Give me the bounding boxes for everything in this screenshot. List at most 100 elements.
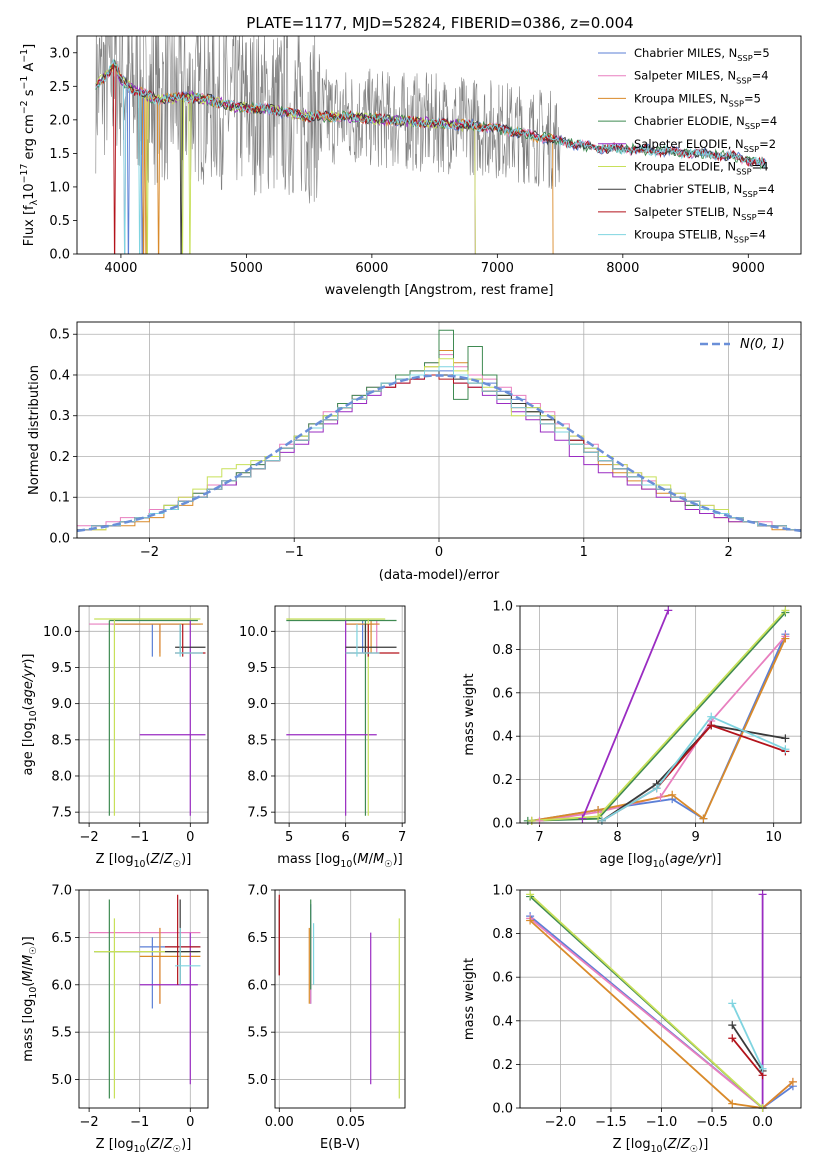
y-tick-label: 0.0 [49,532,70,547]
y-tick-label: 9.0 [51,697,72,712]
label-fragment: SSP [734,235,749,245]
y-tick-label: 8.5 [247,733,268,748]
plot-area [89,894,201,1099]
x-tick-label: −2.0 [545,1115,577,1130]
y-tick-label: 5.5 [247,1026,268,1041]
weight-line [731,1037,764,1076]
panel-age-vs-z: −2 −1 07.58.08.59.09.510.0Z [log10(Z/Z☉)]a… [21,605,209,870]
y-tick-label: 1.0 [492,884,513,899]
x-tick-label: 6 [342,830,350,845]
x-tick-label: −2 [80,830,99,845]
y-tick-label: 5.5 [51,1026,72,1041]
y-tick-label: 2.0 [49,113,70,128]
y-tick-label: 7.5 [51,806,72,821]
label-fragment: M [357,852,368,867]
label-fragment: Z [150,1137,161,1152]
x-tick-label: −0.5 [696,1115,728,1130]
x-tick-label: 1 [580,545,588,560]
weight-marker [652,784,661,793]
y-tick-label: 9.0 [247,697,268,712]
y-axis-label: mass [log10(M/M☉)] [21,936,39,1062]
label-fragment: Salpeter MILES, N [634,69,736,83]
weight-line [529,919,794,1108]
weight-marker [728,1034,737,1043]
y-tick-label: 7.0 [51,884,72,899]
label-fragment: ( [146,1137,151,1152]
y-tick-label: 0.2 [492,1058,513,1073]
weight-marker [758,890,767,899]
legend-label: Chabrier ELODIE, NSSP=4 [634,114,777,131]
label-fragment: )] [698,1137,708,1152]
x-tick-label: 2 [724,545,732,560]
label-fragment: Z [667,1137,678,1152]
label-fragment: SSP [736,167,751,177]
label-fragment: mass [log [277,852,340,867]
axes-frame [274,605,406,824]
y-tick-label: 0.3 [49,409,70,424]
label-fragment: erg cm [22,114,37,163]
label-fragment: Chabrier MILES, N [634,46,737,60]
y-tick-label: 0.1 [49,491,70,506]
figure-title: PLATE=1177, MJD=52824, FIBERID=0386, z=0… [246,14,633,32]
label-fragment: =4 [757,205,774,219]
weight-line [581,609,670,820]
plot-area [89,618,206,816]
weight-marker [781,734,790,743]
label-fragment: λ [29,199,40,205]
label-fragment: Z [log [96,1137,134,1152]
weight-line [529,915,794,1108]
weight-marker [781,634,790,643]
label-fragment: ( [665,852,670,867]
legend-label: Kroupa ELODIE, NSSP=4 [634,160,769,177]
label-fragment: −2 [19,100,30,114]
x-tick-label: 0 [186,1115,194,1130]
label-fragment: / [159,1137,164,1152]
label-fragment: =4 [760,114,777,128]
y-axis-label: Flux [fλ10−17 erg cm−2 s−1 A−1] [19,44,40,246]
weight-line [601,715,786,822]
label-fragment: −1 [19,49,30,63]
label-fragment: =2 [759,137,776,151]
x-tick-label: 0.05 [336,1115,365,1130]
axes-frame [78,605,209,824]
x-tick-label: 0.0 [752,1115,773,1130]
label-fragment: SSP [741,212,756,222]
weight-marker [597,816,606,825]
y-tick-label: 0.4 [49,368,70,383]
x-tick-label: 7000 [481,261,514,276]
label-fragment: age/yr [21,662,36,705]
label-fragment: M [21,955,36,966]
y-tick-label: 0.6 [492,686,513,701]
x-axis-label: age [log10(age/yr)] [599,852,721,870]
y-axis-label: age [log10(age/yr)] [21,653,39,775]
label-fragment: 10 [134,1144,146,1155]
label-fragment: SSP [737,53,752,63]
x-tick-label: 5 [285,830,293,845]
label-fragment: 10 [22,183,37,200]
panel-mass-vs-ebv: 0.00 0.05 5.0 5.5 6.0 6.5 7.0 [247,884,406,1130]
label-fragment: )] [181,852,191,867]
label-fragment: Z [680,1137,691,1152]
label-fragment: ( [146,852,151,867]
label-fragment: ☉ [690,1144,698,1155]
spectrum-model-line [95,63,767,254]
label-fragment: Kroupa STELIB, N [634,228,734,242]
plot-area [529,893,794,1108]
axes-frame [78,889,209,1109]
label-fragment: ☉ [173,1144,181,1155]
y-tick-label: 5.0 [51,1073,72,1088]
weight-marker [668,790,677,799]
weight-marker [728,1099,737,1108]
label-fragment: / [21,965,36,970]
label-fragment: s [22,89,37,100]
panel-spectrum: 4000 5000 6000 7000 8000 9000 0.0 0.5 1.0 1.5 2.0 2… [19,35,802,298]
y-tick-label: 10.0 [239,625,268,640]
y-tick-label: 0.6 [492,971,513,986]
label-fragment: age [log [599,852,652,867]
label-fragment: age [log [21,722,36,775]
histogram-step-line [77,366,801,531]
label-fragment: Flux [f [22,205,37,246]
axes-frame [274,889,406,1109]
